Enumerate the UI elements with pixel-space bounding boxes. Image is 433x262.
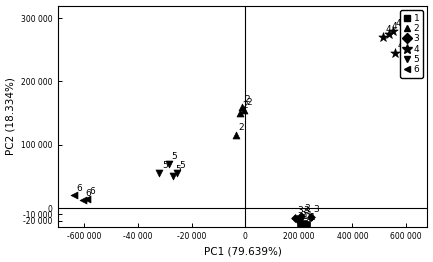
Text: 1: 1 [303, 212, 309, 221]
Text: 2: 2 [245, 95, 250, 104]
Text: 2: 2 [239, 123, 244, 133]
Text: 3: 3 [300, 208, 306, 217]
Point [385, 32, 392, 36]
Text: 3: 3 [313, 205, 320, 214]
Point [302, 224, 309, 228]
X-axis label: PC1 (79.639%): PC1 (79.639%) [204, 247, 281, 256]
Point [380, 35, 387, 39]
Text: 2: 2 [247, 98, 252, 107]
Point [233, 133, 239, 137]
Text: 3: 3 [303, 206, 309, 215]
Text: 4: 4 [386, 25, 391, 34]
Point [80, 198, 87, 203]
Text: 3: 3 [297, 206, 303, 215]
Point [173, 171, 180, 175]
Text: 4: 4 [398, 41, 404, 50]
Legend: 1, 2, 3, 4, 5, 6: 1, 2, 3, 4, 5, 6 [400, 10, 423, 78]
Point [84, 196, 90, 201]
Text: 4: 4 [395, 19, 401, 28]
Text: 1: 1 [306, 213, 311, 222]
Text: 1: 1 [308, 214, 314, 223]
Text: 2: 2 [242, 101, 248, 110]
Y-axis label: PC2 (18.334%): PC2 (18.334%) [6, 77, 16, 155]
Text: 5: 5 [176, 165, 181, 174]
Point [240, 108, 247, 112]
Text: 1: 1 [307, 211, 313, 220]
Text: 5: 5 [180, 161, 185, 171]
Point [165, 162, 172, 166]
Point [239, 105, 246, 109]
Text: 6: 6 [90, 187, 96, 196]
Text: 6: 6 [86, 189, 92, 198]
Text: 4: 4 [391, 22, 397, 31]
Point [236, 111, 243, 115]
Point [389, 29, 396, 33]
Text: 5: 5 [162, 161, 168, 171]
Text: 3: 3 [304, 204, 310, 213]
Point [298, 214, 305, 218]
Point [291, 215, 298, 220]
Point [392, 51, 399, 55]
Point [301, 221, 307, 225]
Text: 5: 5 [171, 152, 178, 161]
Point [70, 193, 77, 198]
Point [307, 215, 314, 219]
Text: 1: 1 [310, 213, 315, 222]
Point [304, 222, 310, 227]
Point [156, 171, 163, 175]
Point [294, 217, 301, 222]
Point [169, 174, 176, 178]
Point [297, 222, 304, 226]
Text: 6: 6 [77, 184, 82, 193]
Point [297, 216, 304, 220]
Point [299, 223, 306, 227]
